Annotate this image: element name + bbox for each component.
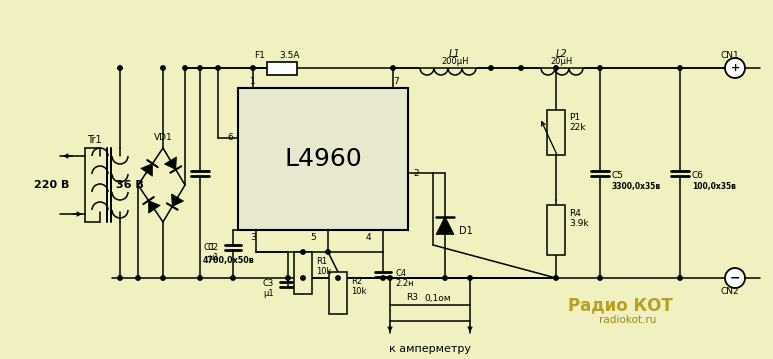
Text: C5: C5 bbox=[612, 171, 624, 180]
Text: 3.5A: 3.5A bbox=[280, 51, 300, 61]
Circle shape bbox=[391, 66, 395, 70]
Text: Tr1: Tr1 bbox=[87, 135, 101, 145]
Circle shape bbox=[231, 276, 235, 280]
Text: Радио КОТ: Радио КОТ bbox=[567, 296, 673, 314]
Text: C2: C2 bbox=[208, 242, 219, 252]
Text: 36 В: 36 В bbox=[116, 180, 144, 190]
Circle shape bbox=[335, 276, 340, 280]
Circle shape bbox=[489, 66, 493, 70]
Text: 3: 3 bbox=[250, 233, 256, 242]
Polygon shape bbox=[436, 216, 454, 234]
Circle shape bbox=[725, 58, 745, 78]
Circle shape bbox=[286, 276, 290, 280]
Text: C1: C1 bbox=[203, 243, 215, 252]
Bar bbox=[267, 62, 297, 75]
Polygon shape bbox=[172, 194, 184, 206]
Text: 10k: 10k bbox=[351, 288, 366, 297]
Polygon shape bbox=[165, 157, 176, 169]
Circle shape bbox=[325, 250, 330, 254]
Text: 3300,0х35в: 3300,0х35в bbox=[612, 182, 661, 191]
Circle shape bbox=[250, 66, 255, 70]
Text: F1: F1 bbox=[254, 51, 265, 61]
Text: µ1: µ1 bbox=[264, 289, 274, 298]
Bar bbox=[547, 110, 565, 155]
Circle shape bbox=[198, 276, 203, 280]
Circle shape bbox=[182, 66, 187, 70]
Circle shape bbox=[136, 276, 140, 280]
Text: 4: 4 bbox=[365, 233, 371, 242]
Text: L4960: L4960 bbox=[284, 147, 362, 171]
Text: C3: C3 bbox=[263, 280, 274, 289]
Text: 5: 5 bbox=[310, 233, 316, 242]
Text: radiokot.ru: radiokot.ru bbox=[599, 315, 657, 325]
Text: 2: 2 bbox=[414, 168, 419, 177]
Text: R1: R1 bbox=[316, 257, 327, 266]
Circle shape bbox=[468, 276, 472, 280]
Text: 22k: 22k bbox=[569, 123, 585, 132]
Text: L2: L2 bbox=[557, 49, 568, 59]
Text: D1: D1 bbox=[459, 225, 473, 236]
Text: +: + bbox=[730, 63, 740, 73]
Circle shape bbox=[198, 66, 203, 70]
Text: R4: R4 bbox=[569, 209, 581, 218]
Circle shape bbox=[161, 276, 165, 280]
Text: 0,1ом: 0,1ом bbox=[424, 294, 451, 303]
Text: 220 В: 220 В bbox=[34, 180, 70, 190]
Polygon shape bbox=[141, 164, 152, 176]
Text: R2: R2 bbox=[351, 278, 362, 286]
Text: к амперметру: к амперметру bbox=[389, 344, 471, 354]
Circle shape bbox=[301, 276, 305, 280]
Bar bbox=[329, 272, 347, 314]
Circle shape bbox=[553, 276, 558, 280]
Text: 10k: 10k bbox=[316, 267, 332, 276]
Text: C4: C4 bbox=[395, 270, 406, 279]
Text: 200µH: 200µH bbox=[441, 57, 468, 66]
Text: CN1: CN1 bbox=[720, 51, 740, 61]
Circle shape bbox=[725, 268, 745, 288]
Bar bbox=[238, 88, 408, 230]
Bar bbox=[294, 252, 312, 294]
Text: C6: C6 bbox=[692, 171, 704, 180]
Circle shape bbox=[553, 66, 558, 70]
Text: CN2: CN2 bbox=[720, 288, 739, 297]
Circle shape bbox=[216, 66, 220, 70]
Text: P1: P1 bbox=[569, 113, 580, 122]
Bar bbox=[547, 205, 565, 255]
Text: L1: L1 bbox=[449, 49, 461, 59]
Circle shape bbox=[598, 276, 602, 280]
Circle shape bbox=[301, 250, 305, 254]
Circle shape bbox=[678, 66, 683, 70]
Circle shape bbox=[117, 66, 122, 70]
Circle shape bbox=[598, 66, 602, 70]
Bar bbox=[390, 305, 470, 321]
Circle shape bbox=[678, 276, 683, 280]
Text: 1: 1 bbox=[250, 76, 256, 85]
Text: −: − bbox=[730, 271, 741, 284]
Text: 6: 6 bbox=[227, 134, 233, 143]
Text: 2.2н: 2.2н bbox=[395, 280, 414, 289]
Text: µ1: µ1 bbox=[209, 252, 219, 261]
Polygon shape bbox=[148, 201, 160, 213]
Circle shape bbox=[161, 66, 165, 70]
Circle shape bbox=[117, 276, 122, 280]
Text: 3.9k: 3.9k bbox=[569, 219, 588, 228]
Text: 100,0х35в: 100,0х35в bbox=[692, 182, 736, 191]
Text: 7: 7 bbox=[393, 76, 399, 85]
Text: 4700,0х50в: 4700,0х50в bbox=[203, 256, 255, 265]
Circle shape bbox=[443, 276, 448, 280]
Circle shape bbox=[519, 66, 523, 70]
Circle shape bbox=[381, 276, 385, 280]
Text: VD1: VD1 bbox=[154, 134, 172, 143]
Circle shape bbox=[388, 276, 392, 280]
Text: R3: R3 bbox=[406, 294, 418, 303]
Text: 20µH: 20µH bbox=[551, 57, 573, 66]
